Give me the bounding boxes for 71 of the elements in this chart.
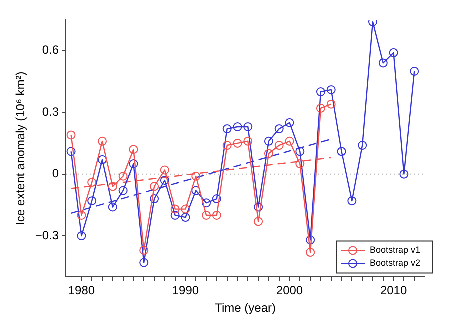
point: [108, 182, 118, 192]
point: [337, 147, 346, 156]
point: [296, 160, 305, 169]
point: [77, 232, 86, 241]
point: [150, 194, 160, 204]
point: [98, 155, 107, 164]
point: [66, 147, 76, 156]
point: [306, 236, 316, 245]
point: [233, 138, 242, 148]
point: [129, 160, 138, 169]
point: [358, 141, 368, 150]
point: [326, 85, 336, 94]
x-tick-label: 2000: [276, 284, 304, 298]
point: [170, 210, 180, 220]
point: [274, 124, 284, 134]
point: [212, 194, 222, 204]
y-tick-label: 0: [52, 166, 60, 181]
point: [285, 118, 294, 128]
point: [410, 66, 420, 76]
point: [222, 141, 232, 150]
point: [181, 204, 190, 214]
point: [244, 122, 253, 132]
point: [233, 122, 242, 132]
point: [222, 124, 232, 134]
point: [88, 196, 97, 206]
point: [129, 145, 138, 154]
point: [274, 141, 284, 150]
point: [170, 204, 180, 214]
y-tick-label: −0.3: [35, 228, 60, 242]
point: [254, 202, 264, 212]
point: [316, 104, 326, 113]
point: [118, 172, 128, 181]
point: [192, 186, 201, 196]
point: [108, 202, 118, 212]
point: [98, 136, 107, 146]
x-axis-title: Time (year): [215, 301, 276, 316]
y-tick-label: 0.6: [42, 43, 60, 58]
point: [348, 196, 357, 206]
point: [160, 166, 170, 175]
point: [264, 136, 274, 146]
x-tick-label: 1980: [68, 284, 96, 298]
point: [212, 210, 222, 220]
point: [244, 136, 253, 146]
point: [192, 172, 201, 181]
point: [202, 210, 212, 220]
point: [150, 182, 160, 192]
point: [389, 48, 398, 58]
y-tick-label: 0.3: [42, 104, 60, 119]
point: [264, 149, 274, 158]
point: [181, 213, 190, 222]
point: [118, 186, 128, 196]
x-tick-label: 2010: [380, 284, 408, 298]
point: [77, 210, 86, 220]
point: [140, 246, 149, 255]
point: [202, 198, 212, 208]
legend-label: Bootstrap v1: [370, 245, 421, 256]
point: [326, 100, 336, 109]
x-tick-label: 1990: [172, 284, 200, 298]
point: [400, 170, 409, 179]
legend-label: Bootstrap v2: [370, 258, 421, 268]
y-axis-title: Ice extent anomaly (10⁶ km²): [14, 72, 28, 226]
point: [285, 136, 294, 146]
point: [306, 248, 316, 258]
point: [296, 147, 305, 156]
point: [160, 176, 170, 185]
point: [140, 258, 149, 268]
point: [254, 217, 264, 226]
point: [316, 88, 326, 97]
point: [378, 58, 388, 68]
point: [88, 178, 97, 188]
point: [66, 130, 76, 140]
